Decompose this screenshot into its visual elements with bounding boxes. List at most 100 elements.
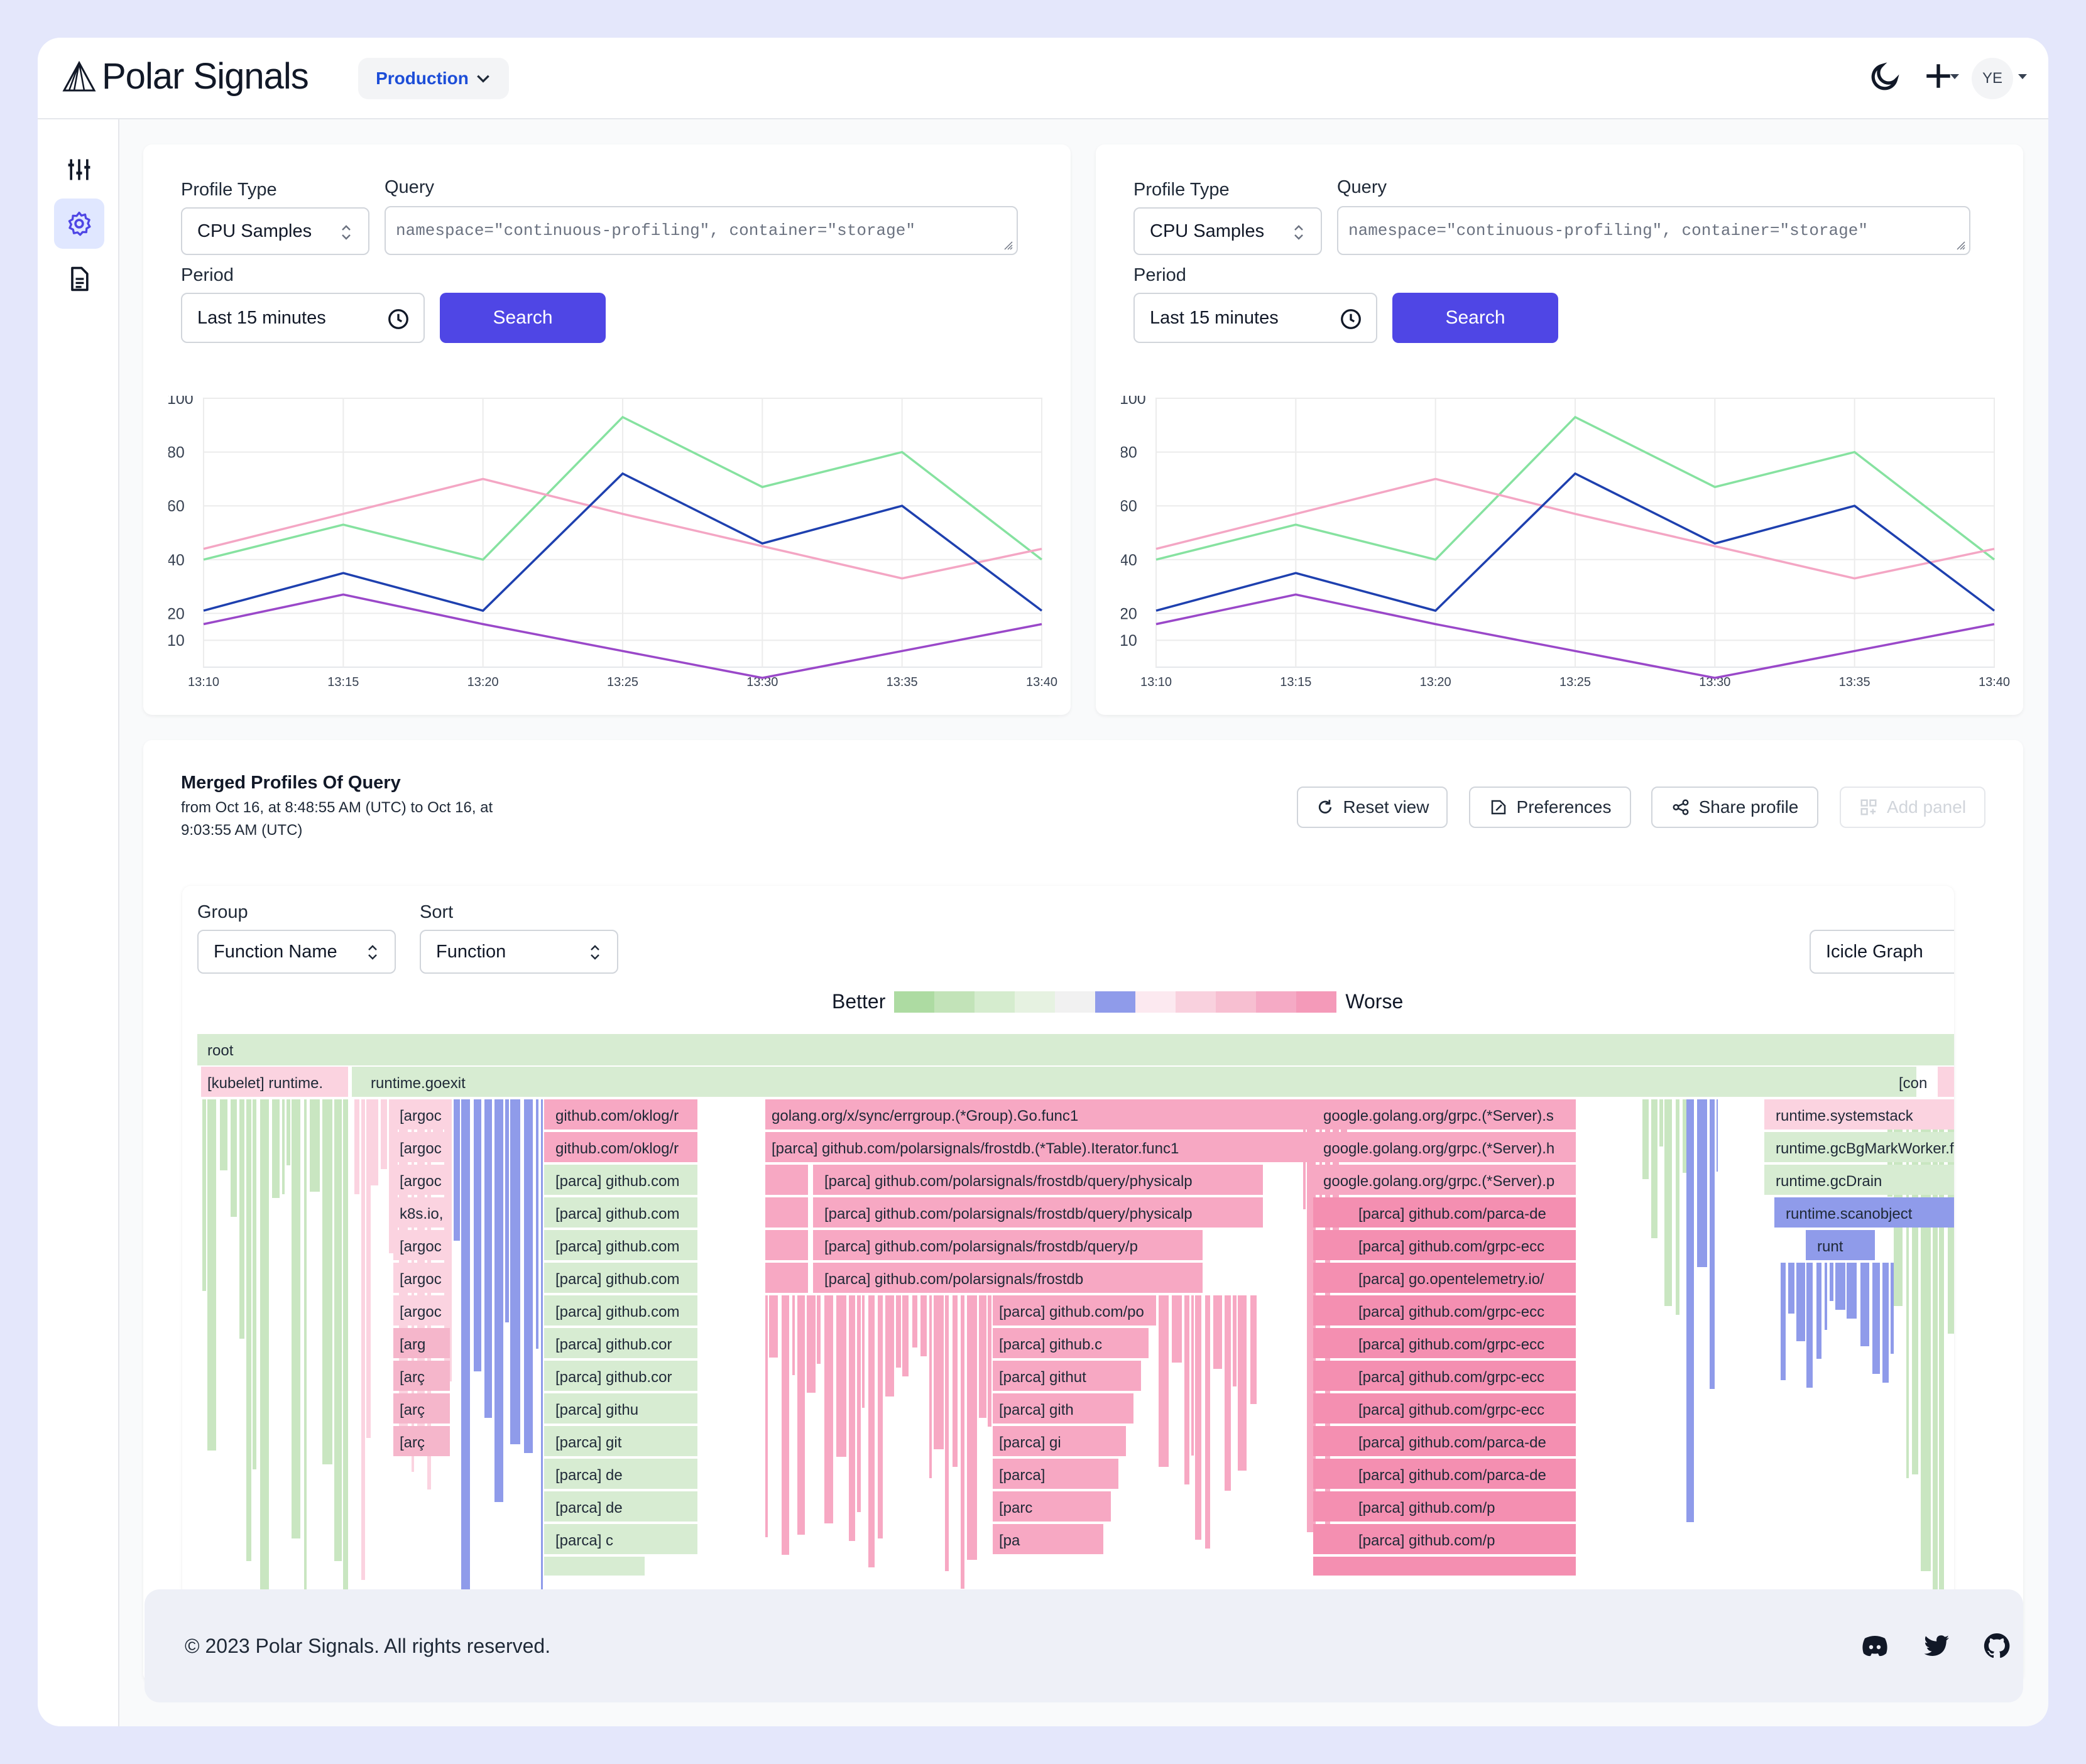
flame-frame-oklog[interactable] [544, 1132, 697, 1162]
flame-frame-frostdb[interactable] [813, 1165, 1263, 1195]
flame-thin-frame[interactable] [769, 1295, 778, 1358]
series-line-2[interactable] [203, 472, 1043, 612]
flame-thin-frame[interactable] [1906, 1099, 1909, 1478]
flame-thin-frame[interactable] [1184, 1295, 1189, 1484]
flame-thin-frame[interactable] [1825, 1263, 1827, 1330]
flame-frame-grpc[interactable] [1313, 1361, 1576, 1391]
flame-thin-frame[interactable] [474, 1099, 481, 1371]
flame-thin-frame[interactable] [322, 1099, 332, 1464]
flame-frame-grpc[interactable] [1313, 1328, 1576, 1358]
flame-thin-frame[interactable] [484, 1099, 492, 1418]
flame-thin-frame[interactable] [1664, 1099, 1672, 1306]
flame-frame-goexit[interactable] [352, 1067, 1916, 1097]
flame-thin-frame[interactable] [807, 1295, 816, 1393]
period-picker[interactable]: Last 15 minutes [181, 293, 425, 343]
flame-frame-frostdb[interactable] [765, 1263, 808, 1293]
flame-frame-oklog[interactable] [544, 1524, 697, 1554]
search-button[interactable]: Search [1392, 293, 1558, 343]
flame-thin-frame[interactable] [1882, 1263, 1889, 1383]
series-line-1[interactable] [1155, 477, 1995, 580]
discord-icon[interactable] [1860, 1631, 1890, 1661]
visualization-type-select[interactable]: Icicle Graph [1810, 930, 1954, 974]
flame-thin-frame[interactable] [1781, 1263, 1786, 1380]
flame-thin-frame[interactable] [1835, 1263, 1845, 1310]
flame-frame-argo[interactable] [393, 1393, 450, 1424]
environment-dropdown[interactable]: Production [358, 58, 509, 99]
flame-frame-runtime[interactable] [1764, 1165, 1954, 1195]
flame-thin-frame[interactable] [1250, 1295, 1257, 1404]
flame-frame-frostdb[interactable] [765, 1132, 1308, 1162]
flame-thin-frame[interactable] [878, 1295, 883, 1538]
flame-frame-oklog[interactable] [544, 1230, 697, 1260]
flame-thin-frame[interactable] [1195, 1295, 1201, 1540]
flame-thin-frame[interactable] [1686, 1099, 1694, 1522]
flame-thin-frame[interactable] [1847, 1263, 1857, 1319]
flame-thin-frame[interactable] [817, 1295, 821, 1364]
series-line-0[interactable] [203, 415, 1043, 561]
flame-frame-frostdb[interactable] [813, 1197, 1263, 1228]
flame-frame-argo[interactable] [393, 1197, 450, 1228]
flame-thin-frame[interactable] [885, 1295, 894, 1396]
flame-thin-frame[interactable] [304, 1099, 307, 1598]
flame-thin-frame[interactable] [862, 1295, 865, 1408]
query-input[interactable]: namespace="continuous-profiling", contai… [1337, 206, 1970, 255]
flame-thin-frame[interactable] [1225, 1295, 1231, 1491]
flame-thin-frame[interactable] [381, 1099, 387, 1169]
flame-frame-runtime[interactable] [1764, 1132, 1954, 1162]
resize-grip-icon[interactable] [1954, 239, 1965, 250]
flame-thin-frame[interactable] [765, 1295, 768, 1537]
add-plus-icon[interactable] [1923, 60, 1954, 92]
flame-frame-argo[interactable] [393, 1165, 450, 1195]
flame-thin-frame[interactable] [361, 1099, 365, 1580]
flame-thin-frame[interactable] [1788, 1263, 1794, 1314]
icicle-flame-graph[interactable]: root [kubelet] runtime. runtime.goexit [con… [197, 1034, 1954, 1614]
query-input[interactable]: namespace="continuous-profiling", contai… [385, 206, 1018, 255]
flame-thin-frame[interactable] [494, 1099, 503, 1502]
flame-frame-grpc[interactable] [1313, 1132, 1576, 1162]
flame-frame-frostdb[interactable] [765, 1165, 808, 1195]
flame-frame-frostdb[interactable] [993, 1361, 1141, 1391]
flame-frame-frostdb[interactable] [813, 1230, 1203, 1260]
flame-thin-frame[interactable] [934, 1295, 944, 1449]
flame-frame-oklog[interactable] [544, 1197, 697, 1228]
flame-frame-grpc[interactable] [1313, 1459, 1576, 1489]
flame-frame-grpc[interactable] [1313, 1426, 1576, 1456]
flame-frame-grpc[interactable] [1313, 1099, 1576, 1130]
flame-frame-oklog[interactable] [544, 1099, 697, 1130]
flame-frame-argo[interactable] [393, 1132, 450, 1162]
period-picker[interactable]: Last 15 minutes [1133, 293, 1377, 343]
flame-frame[interactable] [544, 1557, 645, 1576]
flame-thin-frame[interactable] [366, 1099, 371, 1438]
flame-frame-oklog[interactable] [544, 1393, 697, 1424]
flame-frame-argo[interactable] [393, 1295, 450, 1326]
flame-thin-frame[interactable] [902, 1295, 909, 1376]
share-profile-button[interactable]: Share profile [1651, 787, 1818, 828]
flame-thin-frame[interactable] [1816, 1263, 1821, 1359]
flame-thin-frame[interactable] [1205, 1295, 1210, 1549]
flame-frame-argo[interactable] [393, 1361, 450, 1391]
flame-thin-frame[interactable] [371, 1099, 378, 1185]
flame-thin-frame[interactable] [427, 1099, 431, 1489]
flame-thin-frame[interactable] [1319, 1099, 1322, 1227]
flame-thin-frame[interactable] [988, 1295, 991, 1427]
flame-thin-frame[interactable] [354, 1099, 359, 1194]
sort-select[interactable]: Function [420, 930, 618, 974]
flame-thin-frame[interactable] [824, 1295, 833, 1523]
twitter-icon[interactable] [1921, 1631, 1952, 1661]
flame-thin-frame[interactable] [1806, 1263, 1813, 1388]
profile-type-select[interactable]: CPU Samples [1133, 207, 1322, 255]
flame-thin-frame[interactable] [782, 1295, 789, 1555]
flame-frame-oklog[interactable] [544, 1295, 697, 1326]
flame-thin-frame[interactable] [510, 1099, 520, 1444]
flame-frame-oklog[interactable] [544, 1491, 697, 1522]
flame-thin-frame[interactable] [524, 1099, 533, 1453]
flame-frame-oklog[interactable] [544, 1459, 697, 1489]
flame-frame-oklog[interactable] [544, 1165, 697, 1195]
flame-thin-frame[interactable] [912, 1295, 917, 1348]
flame-thin-frame[interactable] [1717, 1099, 1718, 1172]
flame-thin-frame[interactable] [334, 1099, 342, 1561]
flame-thin-frame[interactable] [868, 1295, 875, 1567]
flame-thin-frame[interactable] [220, 1099, 227, 1170]
flame-thin-frame[interactable] [1710, 1099, 1715, 1389]
flame-frame-frostdb[interactable] [765, 1099, 1308, 1130]
